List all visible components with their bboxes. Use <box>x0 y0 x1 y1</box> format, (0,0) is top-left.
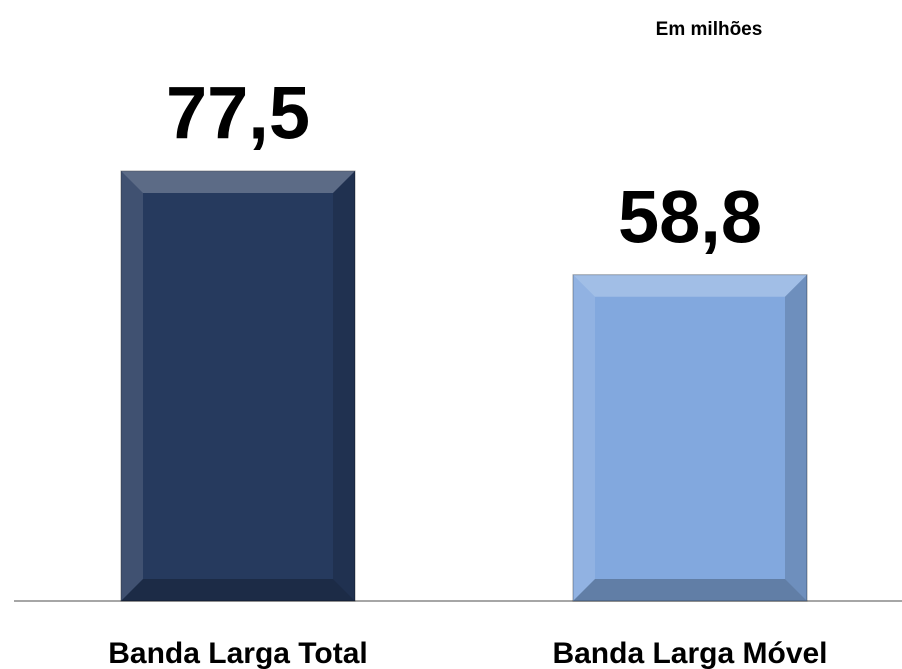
value-label: 58,8 <box>618 175 762 258</box>
bar-bevel <box>121 171 355 193</box>
value-label: 77,5 <box>166 72 310 155</box>
x-tick-label: Banda Larga Móvel <box>552 637 827 669</box>
bar-bevel <box>573 274 595 601</box>
bar-bevel <box>121 579 355 601</box>
bar <box>120 170 356 602</box>
bar-bevel <box>785 274 807 601</box>
bar <box>572 274 808 602</box>
bar-bevel <box>573 579 807 601</box>
chart-subtitle: Em milhões <box>656 19 763 40</box>
x-tick-label: Banda Larga Total <box>108 637 367 669</box>
bar-bevel <box>121 171 143 601</box>
bar-bevel <box>573 274 807 297</box>
bar-bevel <box>333 171 355 601</box>
